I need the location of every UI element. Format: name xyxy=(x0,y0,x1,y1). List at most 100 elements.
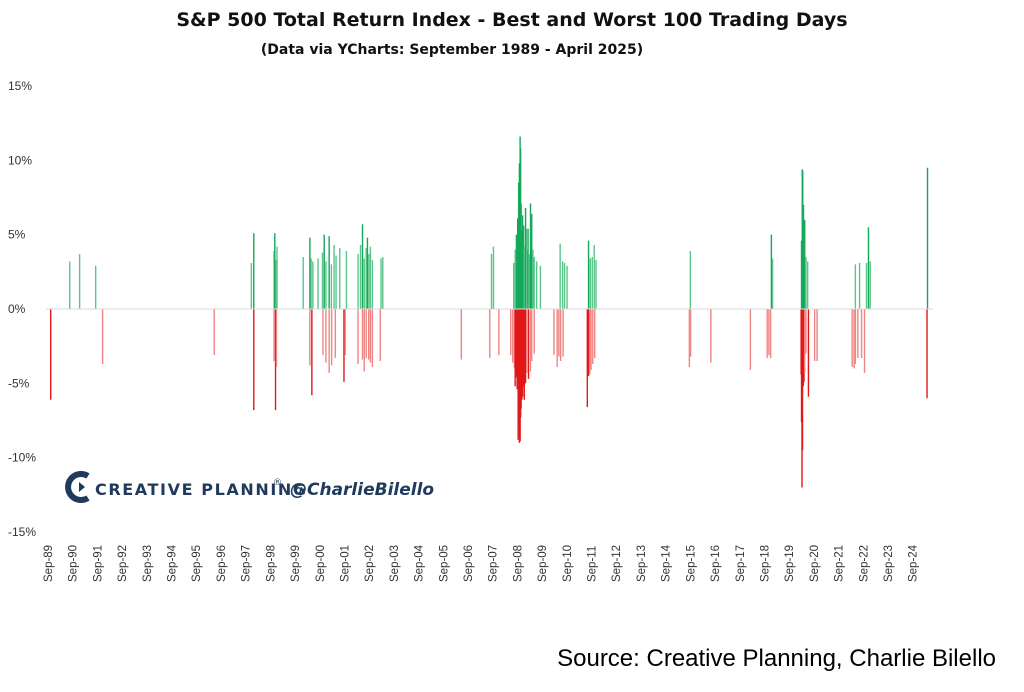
worst-day-bar xyxy=(369,309,372,363)
best-day-bar xyxy=(854,264,857,309)
best-day-bar xyxy=(518,163,521,309)
worst-day-bar xyxy=(816,309,818,362)
worst-day-bar xyxy=(926,309,928,399)
best-day-bar xyxy=(589,258,591,309)
best-day-bar xyxy=(94,265,97,309)
x-tick-label: Sep-18 xyxy=(759,545,771,582)
worst-day-bar xyxy=(510,309,512,356)
x-tick-label: Sep-07 xyxy=(488,545,500,582)
worst-day-bar xyxy=(768,309,770,356)
worst-day-bar xyxy=(253,309,255,411)
best-day-bar xyxy=(566,265,568,309)
x-tick-label: Sep-00 xyxy=(315,545,327,582)
best-day-bar xyxy=(800,240,803,309)
worst-day-bar xyxy=(531,309,533,362)
worst-day-bar xyxy=(322,309,324,356)
chart-title: S&P 500 Total Return Index - Best and Wo… xyxy=(176,9,847,31)
worst-day-bar xyxy=(688,309,691,367)
best-day-bar xyxy=(858,262,861,309)
worst-day-bar xyxy=(343,309,345,382)
worst-day-bar xyxy=(689,309,692,357)
best-day-bar xyxy=(529,203,532,309)
best-day-bar xyxy=(865,262,868,309)
worst-day-bar xyxy=(529,309,532,372)
worst-day-bar xyxy=(517,309,520,422)
best-day-bar xyxy=(253,233,255,309)
x-tick-label: Sep-16 xyxy=(710,545,722,582)
chart-subtitle: (Data via YCharts: September 1989 - Apri… xyxy=(261,42,643,58)
worst-day-bar xyxy=(521,309,524,397)
best-day-bar xyxy=(587,240,590,309)
best-day-bar xyxy=(770,234,773,309)
worst-day-bar xyxy=(361,309,364,360)
x-tick-label: Sep-09 xyxy=(537,545,549,582)
worst-day-bar xyxy=(309,309,311,366)
worst-day-bar xyxy=(801,309,804,451)
best-day-bar xyxy=(309,237,311,309)
x-tick-label: Sep-89 xyxy=(43,545,55,582)
best-day-bar xyxy=(515,234,518,309)
best-day-bar xyxy=(869,261,871,309)
best-day-bar xyxy=(807,261,809,309)
x-tick-label: Sep-94 xyxy=(167,544,179,582)
y-tick-label: -5% xyxy=(8,376,30,390)
worst-day-bar xyxy=(857,309,859,359)
best-day-bar xyxy=(516,218,519,309)
best-day-bar xyxy=(250,262,253,309)
worst-day-bar xyxy=(853,309,855,369)
x-tick-label: Sep-01 xyxy=(339,545,351,582)
best-day-bar xyxy=(382,256,384,309)
worst-day-bar xyxy=(851,309,853,367)
worst-day-bar xyxy=(325,309,327,363)
creative-planning-logo-icon xyxy=(65,471,90,503)
worst-day-bar xyxy=(357,309,359,365)
worst-day-bar xyxy=(854,309,857,365)
worst-day-bar xyxy=(367,309,370,360)
x-tick-label: Sep-22 xyxy=(858,545,870,582)
worst-day-bar xyxy=(586,309,589,408)
worst-day-bar xyxy=(590,309,592,370)
watermark-trademark: ® xyxy=(273,478,282,488)
worst-day-bar xyxy=(803,309,805,382)
worst-day-bar xyxy=(526,309,528,373)
best-day-bar xyxy=(523,246,526,309)
worst-day-bar xyxy=(804,309,806,373)
best-day-bar xyxy=(563,262,566,309)
best-day-bar xyxy=(345,251,348,309)
best-day-bar xyxy=(275,259,277,309)
best-day-bar xyxy=(593,245,595,309)
best-day-bar xyxy=(366,237,369,309)
best-day-bar xyxy=(689,251,692,309)
worst-day-bar xyxy=(489,309,491,359)
worst-day-bar xyxy=(863,309,866,373)
worst-day-bar xyxy=(805,309,807,354)
worst-day-bar xyxy=(559,309,562,362)
worst-day-bar xyxy=(802,309,804,387)
x-tick-label: Sep-06 xyxy=(463,545,475,582)
best-day-bar xyxy=(559,243,561,309)
x-tick-label: Sep-97 xyxy=(241,545,253,582)
x-tick-label: Sep-11 xyxy=(587,546,599,582)
worst-day-bar xyxy=(553,309,555,356)
worst-day-bar xyxy=(589,309,591,375)
x-tick-label: Sep-24 xyxy=(908,544,920,582)
worst-day-bar xyxy=(311,309,313,396)
worst-day-bar xyxy=(213,309,215,356)
y-tick-label: 15% xyxy=(8,79,32,93)
worst-day-bar xyxy=(328,309,330,373)
worst-day-bar xyxy=(514,309,516,387)
worst-day-bar xyxy=(516,309,518,390)
best-day-bar xyxy=(312,261,314,309)
worst-day-bar xyxy=(460,309,463,360)
x-tick-label: Sep-95 xyxy=(191,545,203,582)
best-day-bar xyxy=(333,245,335,309)
x-tick-label: Sep-14 xyxy=(661,544,673,582)
best-day-bar xyxy=(317,258,319,309)
x-tick-label: Sep-93 xyxy=(142,545,154,582)
best-day-bar xyxy=(363,258,365,309)
worst-day-bar xyxy=(334,309,337,359)
y-tick-label: -15% xyxy=(8,525,36,539)
best-day-bar xyxy=(520,203,522,309)
best-day-bar xyxy=(527,228,529,309)
worst-day-bar xyxy=(562,309,564,357)
